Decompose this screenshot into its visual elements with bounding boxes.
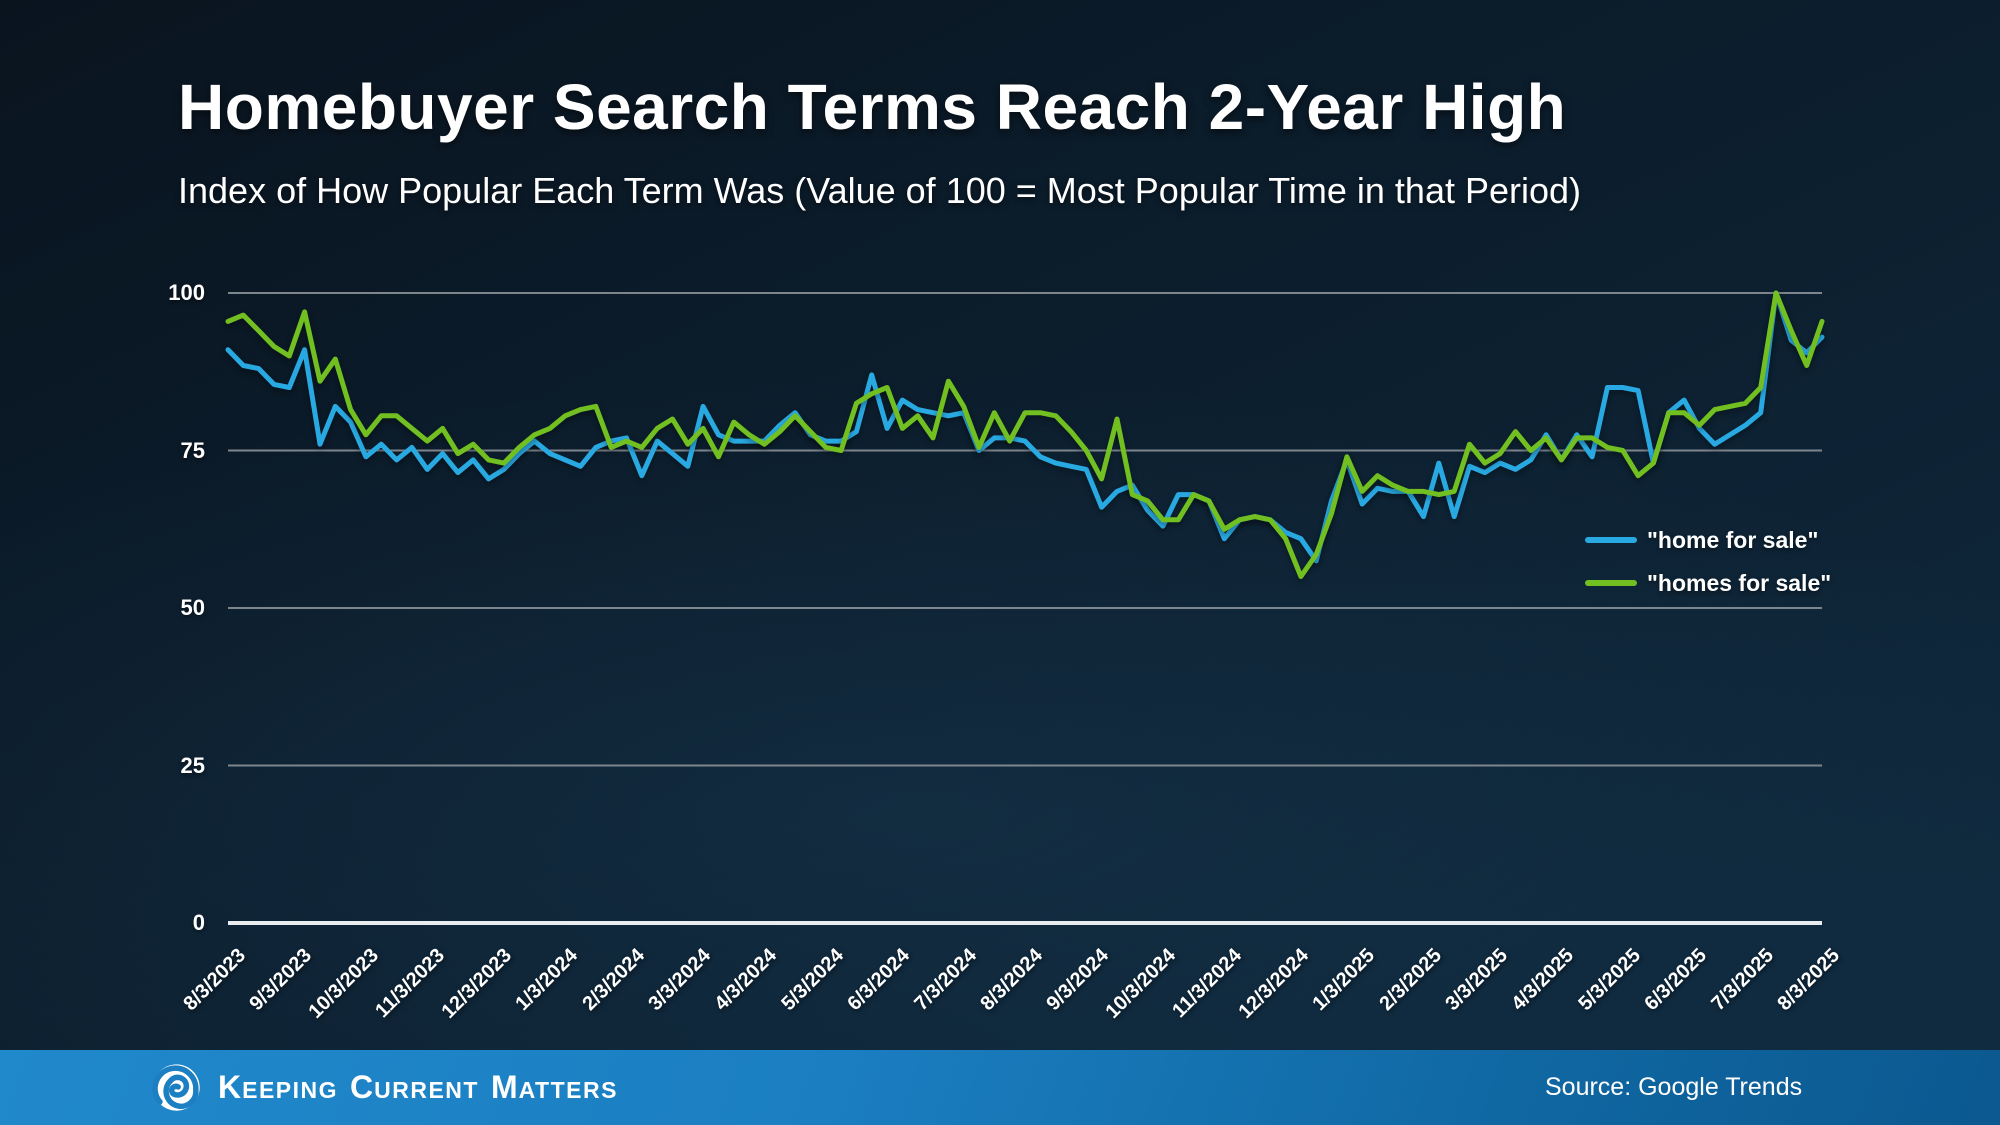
legend-item-homes-for-sale: "homes for sale" xyxy=(1585,567,1831,599)
x-tick-label: 1/3/2025 xyxy=(1308,944,1380,1016)
x-axis-labels: 8/3/2023 9/3/2023 10/3/2023 11/3/2023 12/3/2… xyxy=(179,293,1844,1022)
x-tick-label: 2/3/2025 xyxy=(1374,944,1446,1016)
x-tick-label: 7/3/2025 xyxy=(1706,944,1778,1016)
legend-item-home-for-sale: "home for sale" xyxy=(1585,524,1831,556)
x-tick-label: 6/3/2025 xyxy=(1640,944,1712,1016)
y-tick-label-0: 0 xyxy=(192,910,205,935)
x-tick-label: 12/3/2023 xyxy=(437,944,516,1023)
x-tick-label: 12/3/2024 xyxy=(1234,944,1313,1023)
series-line-homes-for-sale xyxy=(225,290,1825,579)
x-tick-label: 1/3/2024 xyxy=(511,944,583,1016)
x-tick-label: 11/3/2023 xyxy=(371,944,450,1023)
brand-word: Matters xyxy=(490,1069,618,1105)
brand-wordmark: Keeping Current Matters xyxy=(218,1050,630,1125)
x-tick-label: 4/3/2024 xyxy=(710,944,782,1016)
x-tick-label: 3/3/2025 xyxy=(1441,944,1512,1016)
page-title: Homebuyer Search Terms Reach 2-Year High xyxy=(178,71,1567,143)
source-credit: Source: Google Trends xyxy=(1545,1073,1803,1101)
y-axis-labels: 0 25 50 75 100 xyxy=(0,280,205,935)
x-tick-label: 9/3/2023 xyxy=(245,944,317,1016)
legend-swatch-icon xyxy=(1585,537,1637,543)
brand-word: Keeping xyxy=(218,1069,339,1105)
x-tick-label: 6/3/2024 xyxy=(843,944,915,1016)
brand-word: Current xyxy=(350,1069,479,1105)
x-tick-label: 9/3/2024 xyxy=(1042,944,1114,1016)
legend-label: "homes for sale" xyxy=(1647,569,1832,596)
footer-bar: Keeping Current Matters Source: Google Tre… xyxy=(0,1050,2000,1125)
x-tick-label: 5/3/2025 xyxy=(1574,944,1645,1016)
y-tick-label-50: 50 xyxy=(180,595,205,620)
y-tick-label-75: 75 xyxy=(180,437,205,463)
x-tick-label: 2/3/2024 xyxy=(577,944,649,1016)
chart-plot-area xyxy=(225,290,1825,925)
y-tick-label-100: 100 xyxy=(168,280,205,305)
x-tick-label: 8/3/2024 xyxy=(976,944,1047,1016)
legend-swatch-icon xyxy=(1585,580,1637,586)
x-tick-label: 4/3/2025 xyxy=(1507,944,1579,1016)
x-tick-label: 8/3/2023 xyxy=(179,944,250,1016)
x-tick-label: 11/3/2024 xyxy=(1168,944,1247,1023)
legend-label: "home for sale" xyxy=(1647,526,1819,553)
trend-line-chart xyxy=(225,290,1825,925)
x-tick-label: 3/3/2024 xyxy=(644,944,715,1016)
x-tick-label: 7/3/2024 xyxy=(909,944,981,1016)
y-tick-label-25: 25 xyxy=(180,752,205,778)
chart-legend: "home for sale" "homes for sale" xyxy=(1585,524,1831,610)
kcm-spiral-logo-icon xyxy=(152,1064,200,1111)
x-tick-label: 5/3/2024 xyxy=(777,944,848,1016)
x-tick-label: 8/3/2025 xyxy=(1773,944,1844,1016)
page-subtitle: Index of How Popular Each Term Was (Valu… xyxy=(178,170,1582,211)
